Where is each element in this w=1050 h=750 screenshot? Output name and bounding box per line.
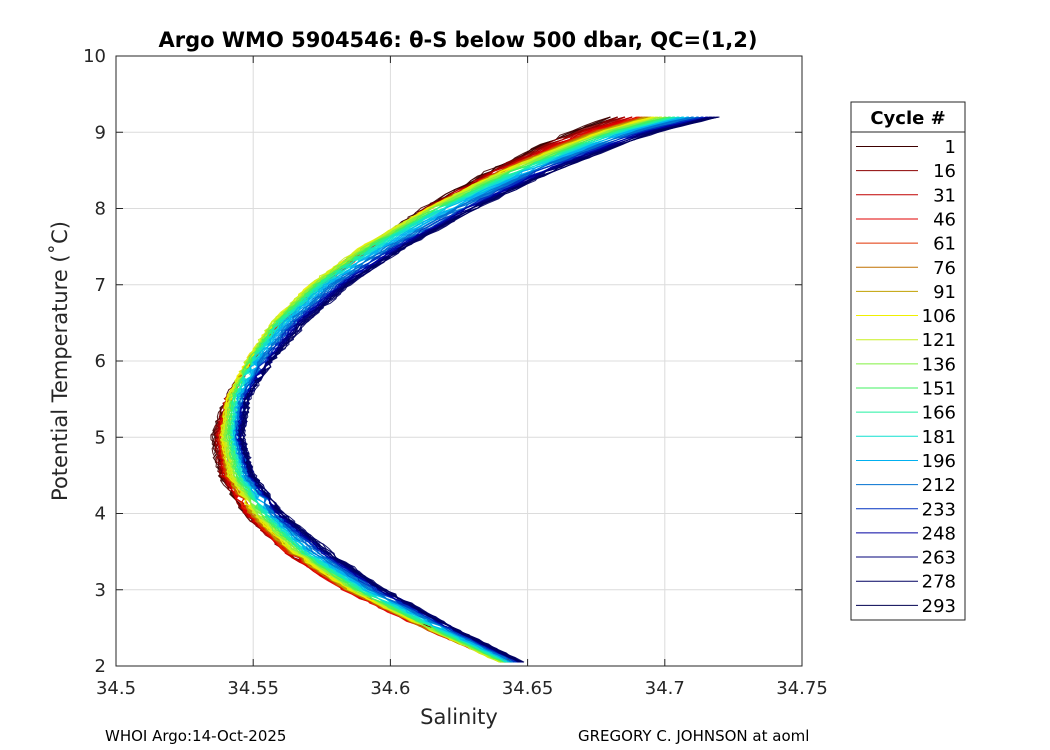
legend-title: Cycle # xyxy=(870,108,945,129)
y-tick-label: 9 xyxy=(95,122,106,143)
legend-box xyxy=(850,101,966,621)
legend-entry-label: 212 xyxy=(922,475,956,496)
y-tick-label: 7 xyxy=(95,275,106,296)
y-tick-label: 3 xyxy=(95,580,106,601)
y-tick-label: 8 xyxy=(95,199,106,220)
footer-left: WHOI Argo:14-Oct-2025 xyxy=(105,727,286,745)
y-tick-label: 4 xyxy=(95,504,106,525)
data-curves xyxy=(210,116,720,663)
x-tick-label: 34.65 xyxy=(502,678,554,699)
legend-entry-label: 31 xyxy=(933,185,956,206)
legend-entry-label: 76 xyxy=(933,258,956,279)
legend: Cycle # 11631466176911061211361511661811… xyxy=(850,101,966,621)
legend-entry-label: 61 xyxy=(933,234,956,255)
y-axis-ticks: 2 3 4 5 6 7 8 9 10 xyxy=(83,46,802,677)
x-tick-label: 34.7 xyxy=(645,678,685,699)
legend-entry-label: 16 xyxy=(933,161,956,182)
legend-entry-label: 106 xyxy=(922,306,956,327)
y-axis-label: Potential Temperature (˚C) xyxy=(48,221,72,501)
y-tick-label: 5 xyxy=(95,427,106,448)
x-tick-label: 34.75 xyxy=(776,678,828,699)
legend-entry-label: 181 xyxy=(922,427,956,448)
y-tick-label: 6 xyxy=(95,351,106,372)
legend-entry-label: 263 xyxy=(922,548,956,569)
legend-entry-label: 136 xyxy=(922,354,956,375)
legend-entry-label: 278 xyxy=(922,572,956,593)
legend-entry-label: 91 xyxy=(933,282,956,303)
legend-entry-label: 121 xyxy=(922,330,956,351)
legend-entry-label: 166 xyxy=(922,403,956,424)
x-axis-ticks: 34.5 34.55 34.6 34.65 34.7 34.75 xyxy=(96,56,828,699)
x-axis-label: Salinity xyxy=(420,705,498,729)
y-tick-label: 2 xyxy=(95,656,106,677)
x-tick-label: 34.5 xyxy=(96,678,136,699)
legend-entry-label: 233 xyxy=(922,499,956,520)
legend-entry-label: 151 xyxy=(922,379,956,400)
legend-entry-label: 1 xyxy=(945,137,956,158)
legend-entry-label: 293 xyxy=(922,596,956,617)
legend-entries: 1 16 31 46 61 76 91 106 121 136 151 166 181 196 212 233… xyxy=(856,137,956,617)
legend-entry-label: 46 xyxy=(933,209,956,230)
chart-title: Argo WMO 5904546: θ-S below 500 dbar, QC… xyxy=(159,28,758,52)
x-tick-label: 34.55 xyxy=(227,678,279,699)
footer-right: GREGORY C. JOHNSON at aoml xyxy=(578,727,809,745)
legend-entry-label: 248 xyxy=(922,523,956,544)
legend-entry-label: 196 xyxy=(922,451,956,472)
x-tick-label: 34.6 xyxy=(370,678,410,699)
cycle-curve xyxy=(241,116,718,663)
y-tick-label: 10 xyxy=(83,46,106,67)
